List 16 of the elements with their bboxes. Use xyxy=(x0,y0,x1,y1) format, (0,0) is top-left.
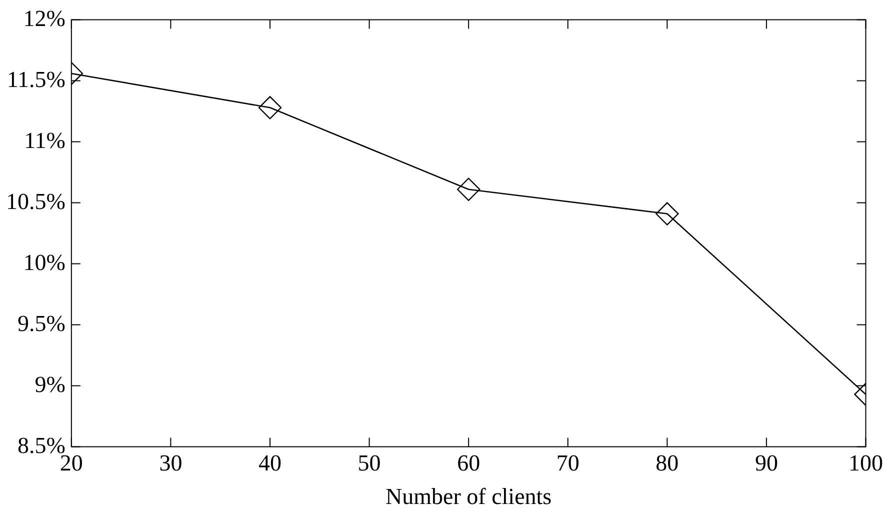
x-tick-label: 30 xyxy=(159,450,182,476)
y-tick-label: 10% xyxy=(23,250,66,275)
y-tick-label: 9.5% xyxy=(17,310,66,336)
y-tick-label: 11.5% xyxy=(6,66,66,92)
x-tick-label: 100 xyxy=(848,450,883,476)
y-tick-label: 12% xyxy=(23,6,66,31)
x-tick-label: 70 xyxy=(556,450,580,476)
x-tick-label: 50 xyxy=(358,450,381,476)
x-tick-label: 60 xyxy=(457,450,480,476)
y-tick-label: 10.5% xyxy=(6,188,66,214)
y-tick-label: 11% xyxy=(24,128,66,153)
x-tick-label: 40 xyxy=(258,450,282,476)
x-tick-label: 90 xyxy=(754,450,778,476)
x-axis-title: Number of clients xyxy=(386,484,552,510)
y-tick-label: 9% xyxy=(34,372,66,397)
x-tick-label: 80 xyxy=(656,450,679,476)
